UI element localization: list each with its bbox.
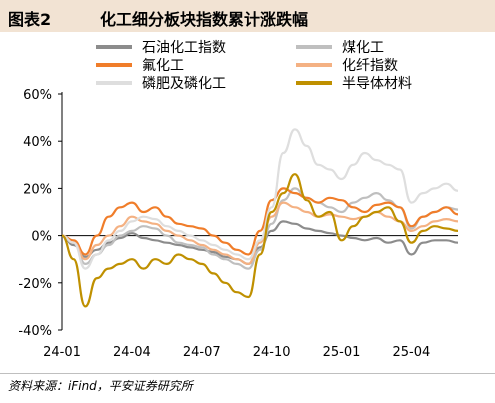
figure-title-bar: 图表2 化工细分板块指数累计涨跌幅 <box>0 0 495 32</box>
source-divider <box>0 373 495 374</box>
source-note: 资料来源：iFind，平安证券研究所 <box>8 379 193 393</box>
x-tick-label: 24-07 <box>183 345 221 360</box>
series-line <box>61 128 459 270</box>
series-line <box>61 220 459 265</box>
y-tick-label: 40% <box>23 135 52 150</box>
x-tick-label: 25-04 <box>393 345 431 360</box>
x-tick-label: 24-01 <box>43 345 81 360</box>
x-tick-label: 24-10 <box>253 345 291 360</box>
series-line <box>61 173 459 308</box>
series-line <box>61 201 459 265</box>
y-tick-label: 20% <box>23 182 52 197</box>
chart-series <box>61 128 459 308</box>
chart-axes: 60% 40% 20% 0% -20% -40% 24-01 24-04 24-07 24-10 2… <box>18 88 458 360</box>
legend-label: 化纤指数 <box>342 58 398 74</box>
legend-label: 半导体材料 <box>342 76 412 92</box>
legend-label: 煤化工 <box>342 40 384 56</box>
series-line <box>61 187 459 270</box>
figure-label: 图表2 <box>8 10 52 29</box>
x-tick-label: 25-01 <box>323 345 361 360</box>
y-tick-label: -40% <box>18 324 52 339</box>
x-tick-label: 24-04 <box>113 345 151 360</box>
legend-label: 磷肥及磷化工 <box>142 76 226 92</box>
y-tick-label: 0% <box>31 230 52 245</box>
y-tick-label: -20% <box>18 277 52 292</box>
legend-label: 石油化工指数 <box>142 40 226 56</box>
legend-label: 氟化工 <box>142 58 184 74</box>
y-tick-label: 60% <box>23 88 52 103</box>
figure-title: 化工细分板块指数累计涨跌幅 <box>100 10 309 29</box>
series-line <box>61 187 459 256</box>
